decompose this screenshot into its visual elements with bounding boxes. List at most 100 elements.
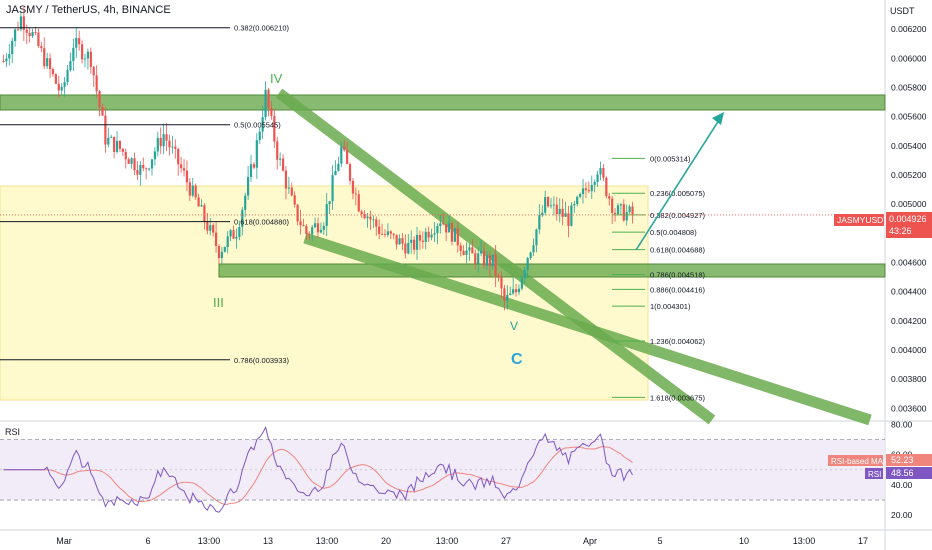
- candle: [587, 181, 590, 194]
- candle-body: [136, 170, 139, 175]
- rsi-tick-label: 40.00: [891, 480, 913, 490]
- fib-left-level: 0.618(0.004880): [0, 218, 290, 227]
- candle-body: [281, 158, 285, 171]
- candle-body: [34, 31, 37, 33]
- candle: [180, 156, 183, 173]
- candle-body: [165, 134, 168, 141]
- candle: [337, 156, 340, 172]
- price-tick-label: 0.004600: [891, 258, 927, 268]
- candle: [75, 27, 78, 58]
- fib-right-level: 0.618(0.004688): [612, 246, 706, 255]
- candle: [459, 242, 462, 257]
- candle-body: [31, 31, 34, 37]
- candle-body: [404, 243, 407, 254]
- price-tick-label: 0.005600: [891, 112, 927, 122]
- candle-body: [279, 158, 282, 160]
- last-price-value: 0.004926: [889, 214, 927, 224]
- candle: [171, 135, 174, 154]
- candle: [110, 134, 113, 139]
- candle-body: [453, 228, 456, 242]
- fib-right-label: 0.5(0.004808): [650, 228, 697, 237]
- candle-body: [235, 236, 238, 239]
- candle-body: [552, 204, 556, 206]
- candle-body: [375, 219, 378, 227]
- candle: [462, 245, 465, 256]
- candle: [325, 192, 328, 237]
- candle: [162, 123, 165, 155]
- candle: [16, 21, 20, 32]
- candle-body: [311, 227, 314, 235]
- candle: [159, 127, 162, 154]
- candle-body: [596, 174, 599, 182]
- fib-left-level: 0.382(0.006210): [0, 24, 290, 33]
- last-price-badge: JASMYUSDT 0.004926 43:26: [834, 212, 932, 238]
- candle: [165, 122, 168, 152]
- candle: [136, 161, 139, 181]
- candle-body: [113, 136, 116, 152]
- candle: [133, 152, 136, 176]
- candle-body: [479, 250, 483, 254]
- candle: [145, 167, 148, 180]
- candle-body: [252, 164, 256, 168]
- time-tick-label: 6: [145, 536, 150, 546]
- candle-body: [430, 234, 433, 238]
- wave-label-c: C: [511, 351, 523, 368]
- candle-body: [581, 188, 585, 195]
- candle-body: [200, 205, 203, 207]
- candle: [174, 139, 177, 159]
- candle: [398, 234, 401, 245]
- candle-body: [369, 216, 372, 220]
- price-tick-label: 0.003600: [891, 403, 927, 413]
- time-tick-label: 13: [263, 536, 273, 546]
- fib-right-level: 0.786(0.004518): [612, 270, 706, 279]
- price-badge-bg: [886, 212, 932, 238]
- candle-body: [366, 216, 369, 219]
- candle: [322, 222, 325, 235]
- candle-body: [232, 230, 235, 239]
- candle: [5, 53, 8, 68]
- candle: [229, 228, 232, 242]
- candle: [107, 127, 110, 148]
- candle: [442, 213, 445, 226]
- candle-body: [622, 204, 625, 221]
- candle: [404, 234, 407, 259]
- candle: [380, 223, 384, 236]
- candle-body: [558, 208, 561, 215]
- candle: [153, 147, 157, 166]
- candle: [101, 103, 104, 116]
- candle-body: [194, 185, 197, 198]
- candle-body: [625, 212, 628, 221]
- candle: [121, 148, 124, 157]
- candle: [447, 215, 451, 233]
- candle: [407, 234, 410, 255]
- candle: [113, 136, 116, 159]
- candle: [479, 240, 483, 257]
- rsi-ma-value-bg: [886, 454, 932, 466]
- candle: [491, 254, 494, 270]
- candle-body: [95, 75, 98, 92]
- price-tick-label: 0.005200: [891, 170, 927, 180]
- candle-body: [19, 16, 23, 30]
- candle-body: [331, 175, 334, 202]
- candle: [354, 187, 357, 206]
- time-tick-label: 27: [501, 536, 511, 546]
- candle: [357, 190, 360, 213]
- rsi-band: [0, 439, 885, 501]
- candle-body: [555, 204, 558, 215]
- candle: [48, 53, 52, 78]
- candle-body: [174, 146, 177, 149]
- candle: [410, 230, 413, 254]
- candle: [276, 136, 279, 170]
- candle-body: [16, 29, 20, 31]
- candle-body: [319, 229, 323, 233]
- candle: [372, 215, 375, 229]
- fib-right-label: 0.886(0.004416): [650, 285, 706, 294]
- candle: [538, 204, 541, 235]
- candle-body: [273, 115, 276, 142]
- candle: [185, 160, 189, 191]
- candle-body: [587, 190, 590, 192]
- candle-body: [593, 181, 596, 186]
- fib-left-label: 0.382(0.006210): [234, 24, 290, 33]
- candle: [343, 139, 346, 152]
